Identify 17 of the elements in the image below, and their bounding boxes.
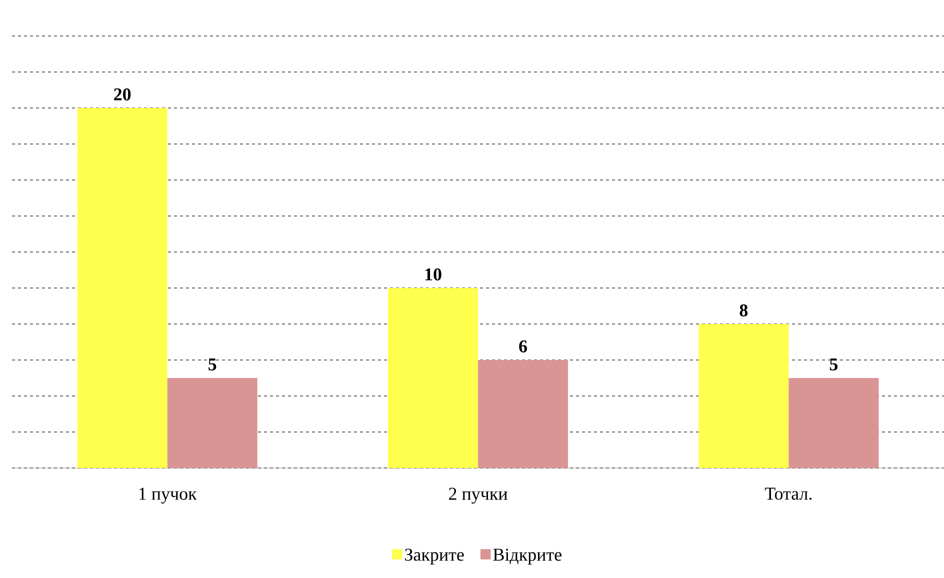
data-label: 10 [425,268,442,280]
bar [388,288,478,468]
bar [788,378,879,468]
data-label: 20 [114,88,131,100]
data-label: 5 [830,358,838,370]
data-label: 6 [519,340,527,352]
bar [167,378,258,468]
bar [478,360,568,468]
data-label: 5 [208,358,216,370]
bar [698,324,789,468]
data-label: 8 [740,304,748,316]
legend-label: Закрите [405,548,464,564]
x-tick-label: 2 пучки [449,488,508,504]
x-tick-label: Тотал. [764,488,812,500]
x-tick-label: 1 пучок [139,488,197,504]
bar [77,108,168,468]
legend-label: Відкрите [493,548,562,564]
